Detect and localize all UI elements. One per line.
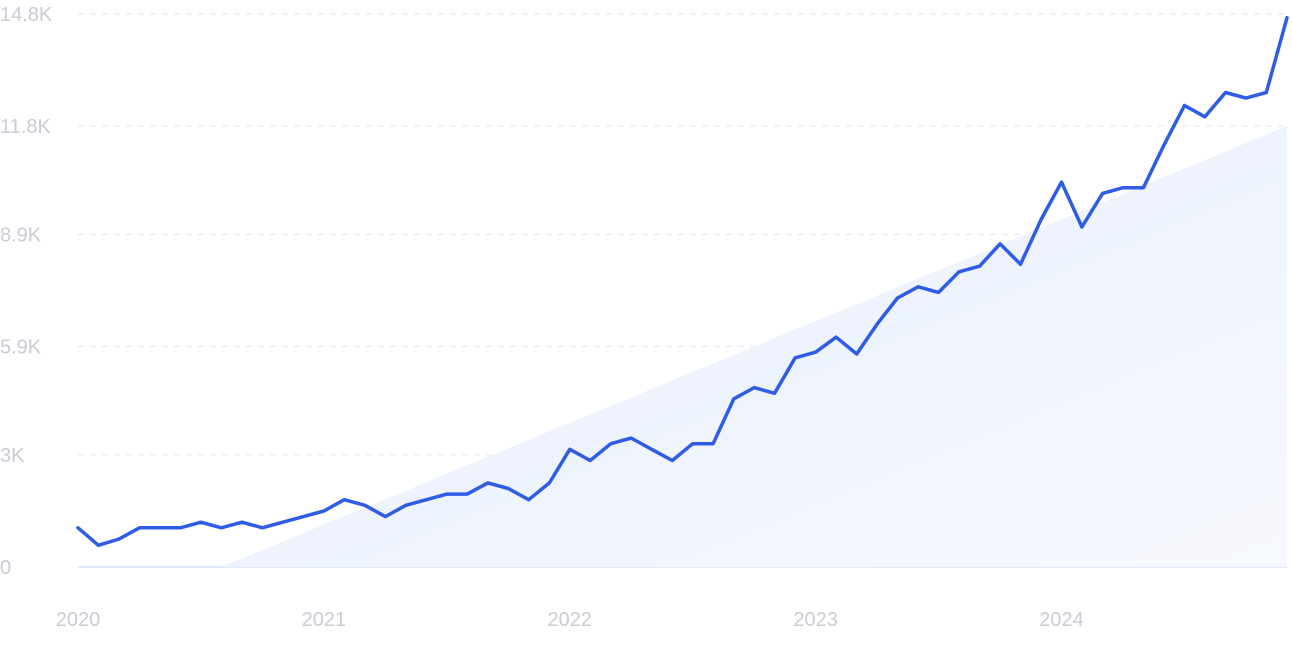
y-axis-labels: 0 3K 5.9K 8.9K 11.8K 14.8K <box>0 4 53 579</box>
trend-area <box>221 126 1287 567</box>
x-axis-labels: 2020 2021 2022 2023 2024 <box>56 609 1084 631</box>
y-tick-label: 8.9K <box>0 224 42 246</box>
y-tick-label: 14.8K <box>0 4 53 26</box>
trend-area-layer <box>221 126 1287 567</box>
x-tick-label: 2023 <box>793 609 838 631</box>
x-tick-label: 2022 <box>548 609 593 631</box>
x-tick-label: 2020 <box>56 609 101 631</box>
x-tick-label: 2021 <box>302 609 347 631</box>
series-layer <box>76 15 1289 548</box>
y-tick-label: 11.8K <box>0 116 51 138</box>
series-line <box>76 15 1289 548</box>
y-tick-label: 3K <box>0 445 25 467</box>
y-tick-label: 5.9K <box>0 337 42 359</box>
y-tick-label: 0 <box>0 557 11 579</box>
x-tick-label: 2024 <box>1039 609 1084 631</box>
